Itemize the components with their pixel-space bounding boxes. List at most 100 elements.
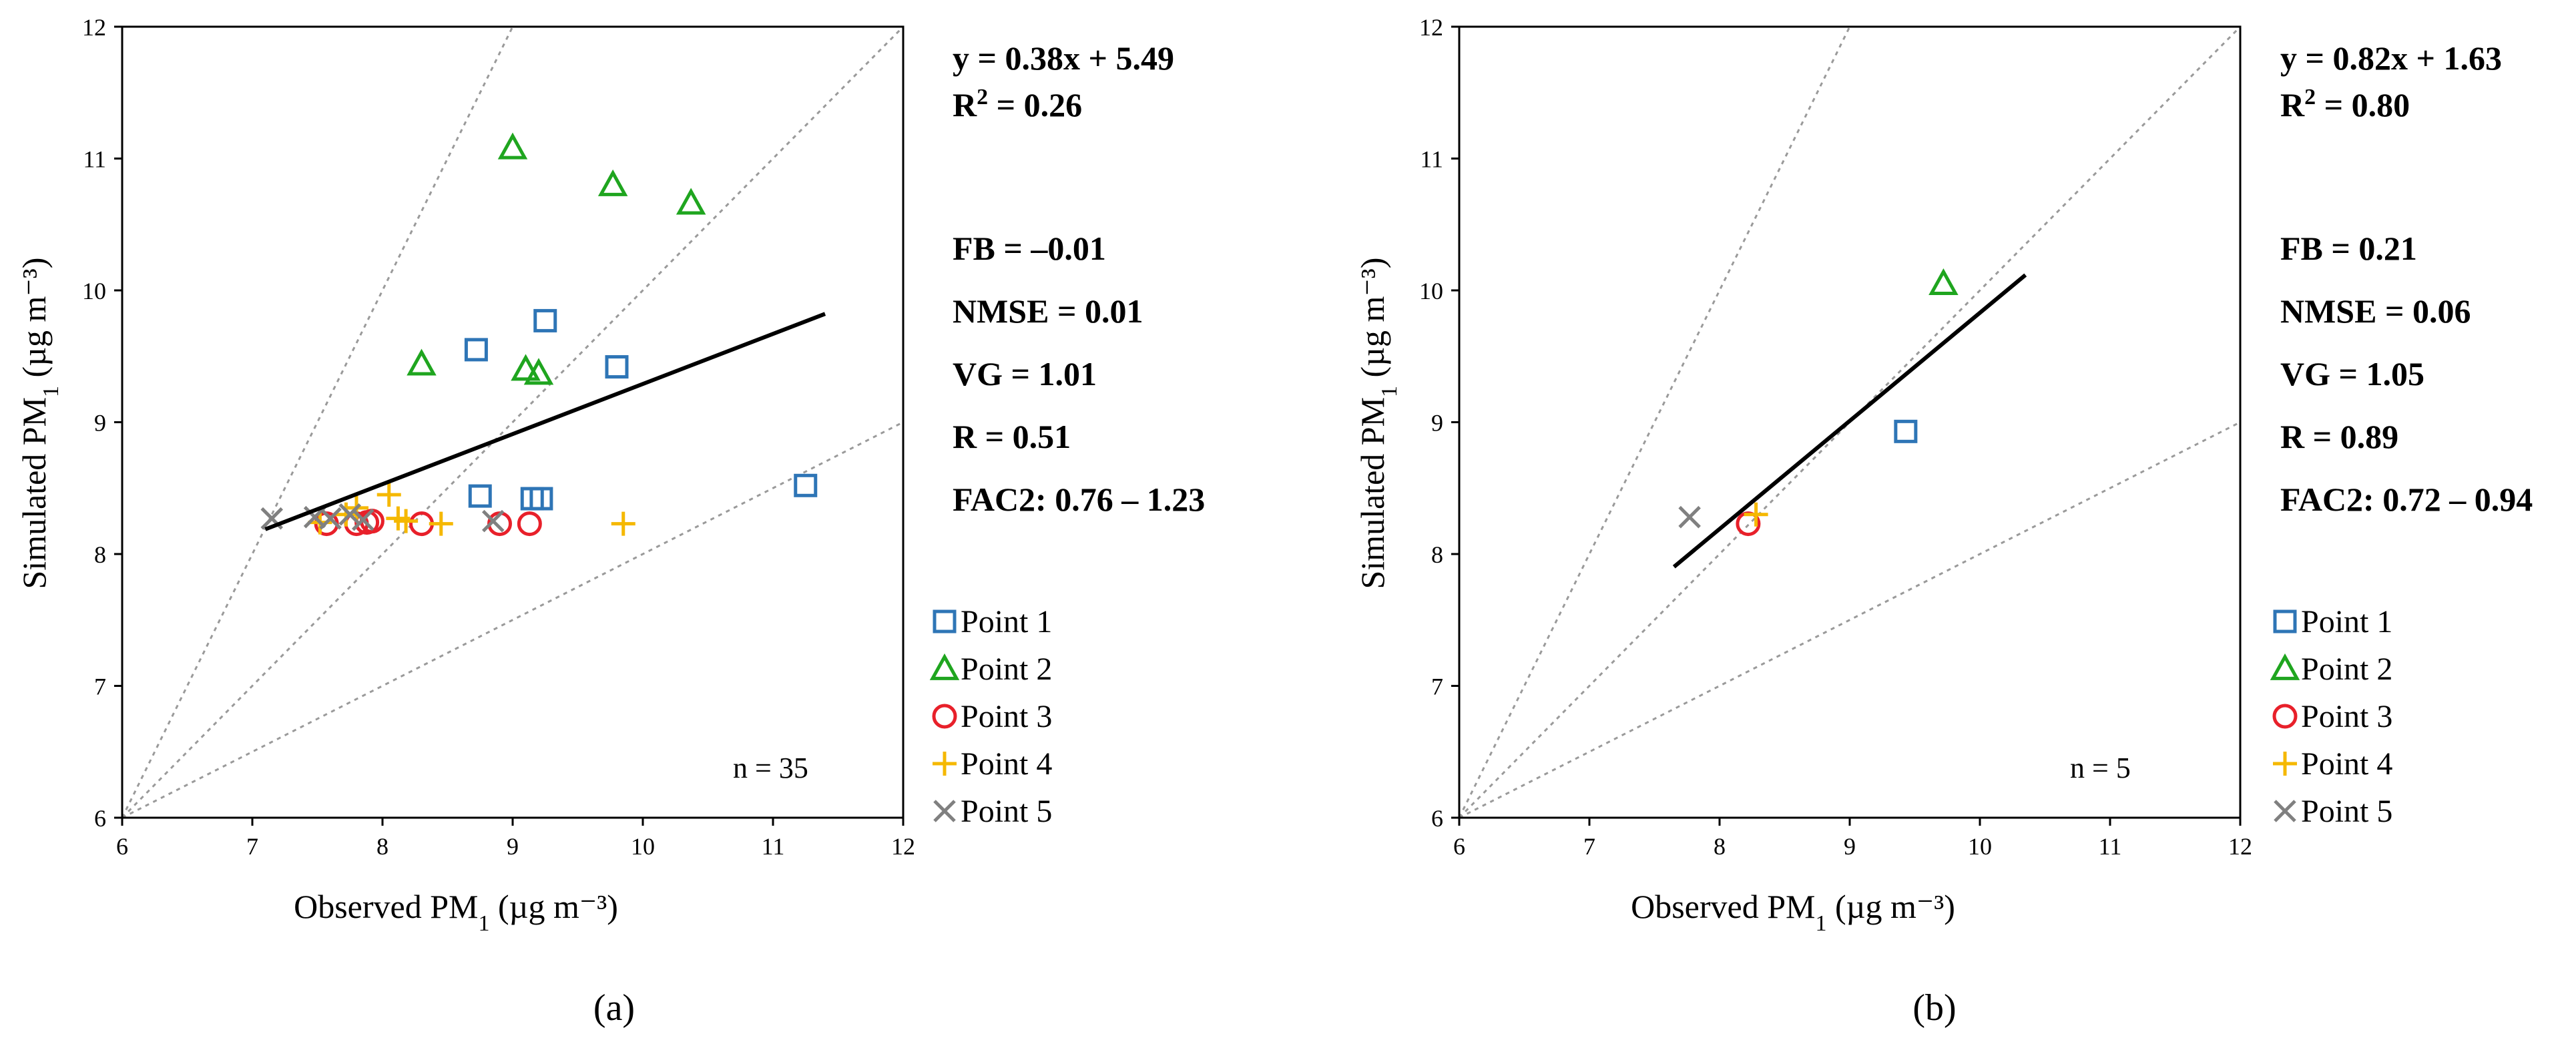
x-axis-label-main: Observed PM [294,888,478,925]
panel-caption: (b) [1912,987,1956,1029]
y-tick-label: 7 [94,674,106,700]
data-point-point-4 [376,483,401,507]
data-point-point-5 [351,508,374,531]
x-axis-label: Observed PM1 (µg m⁻³) [294,888,618,936]
x-tick-label: 7 [246,833,258,860]
x-tick-label: 8 [1714,833,1726,860]
statistic-line: NMSE = 0.06 [2280,292,2471,330]
x-tick-label: 11 [2099,833,2122,860]
legend-label: Point 2 [2301,651,2392,687]
statistic-line: VG = 1.01 [953,355,1097,393]
data-point-point-4 [429,511,453,536]
legend-label: Point 1 [2301,604,2392,639]
statistic-line: FB = 0.21 [2280,230,2417,267]
legend-label: Point 5 [961,794,1052,829]
reference-line-slope-0 [122,27,903,818]
x-axis-label: Observed PM1 (µg m⁻³) [1631,888,1955,936]
legend: Point 1 Point 2 Point 3 Point 4 Point 5 [2270,604,2392,829]
y-tick-label: 9 [94,410,106,437]
y-tick-label: 8 [1431,541,1443,568]
reference-line-slope-2 [122,421,903,818]
x-axis-label-unit: (µg m⁻³) [489,888,617,925]
legend-label: Point 4 [961,746,1052,782]
y-axis-label-unit: (µg m⁻³) [15,258,53,386]
panel-caption: (a) [593,987,635,1029]
reference-lines [122,27,903,818]
data-point-point-2 [676,188,706,215]
data-point-point-5 [481,509,505,533]
data-point-point-2 [497,132,528,160]
data-point-point-1 [533,308,557,332]
data-point-point-1 [529,487,553,511]
legend-marker-4 [2273,752,2297,776]
data-point-point-3 [409,511,434,537]
x-tick-label: 10 [1968,833,1992,860]
legend-label: Point 5 [2301,794,2392,829]
data-point-point-5 [319,507,342,530]
y-tick-label: 10 [82,278,106,304]
legend-marker-3 [2272,704,2298,729]
statistic-line: R = 0.51 [953,418,1071,455]
data-point-point-2 [1928,268,1959,296]
data-point-point-5 [1678,505,1701,529]
legend-label: Point 1 [961,604,1052,639]
legend-marker-5 [2274,800,2296,822]
regression-equation: y = 0.82x + 1.63 [2280,39,2502,77]
data-point-point-4 [1744,502,1768,527]
x-axis-label-sub: 1 [478,911,489,936]
legend-marker-1 [933,609,957,633]
legend-label: Point 2 [961,651,1052,687]
data-point-point-2 [523,358,554,385]
legend: Point 1 Point 2 Point 3 Point 4 Point 5 [929,604,1052,829]
r-squared-value: = 0.26 [988,86,1082,123]
y-tick-label: 12 [82,14,106,41]
x-tick-label: 12 [891,833,915,860]
x-tick-label: 10 [631,833,655,860]
data-point-point-1 [1894,419,1918,443]
y-tick-label: 9 [1431,410,1443,437]
x-tick-label: 12 [2228,833,2252,860]
reference-line-slope-1 [122,27,514,818]
x-axis-label-sub: 1 [1815,911,1826,936]
data-point-point-3 [517,511,542,537]
reference-line-slope-1 [1459,27,1851,818]
r-squared-sup: 2 [977,85,988,109]
legend-marker-1 [2273,609,2297,633]
r-squared: R2 = 0.80 [2280,85,2410,124]
regression-equation: y = 0.38x + 5.49 [953,39,1174,77]
legend-label: Point 4 [2301,746,2392,782]
data-point-point-2 [511,354,541,381]
r-squared-label: R [953,86,977,123]
y-axis-label-sub: 1 [1377,386,1402,397]
statistic-line: R = 0.89 [2280,418,2398,455]
y-axis-label-sub: 1 [39,386,63,397]
legend-marker-2 [929,653,960,680]
regression-line [1672,273,2027,569]
legend-marker-2 [2270,653,2300,680]
data-point-point-1 [468,484,492,508]
y-tick-label: 6 [1431,805,1443,832]
x-tick-label: 7 [1583,833,1595,860]
y-tick-label: 6 [94,805,106,832]
sample-size-label: n = 5 [2070,752,2131,784]
data-point-point-1 [794,473,818,497]
r-squared-value: = 0.80 [2316,86,2410,123]
regression-line [264,312,826,531]
r-squared-label: R [2280,86,2305,123]
y-tick-label: 7 [1431,674,1443,700]
y-axis-label: Simulated PM1 (µg m⁻³) [15,258,63,589]
data-points [1678,268,1959,537]
legend-marker-4 [933,752,957,776]
y-tick-label: 12 [1419,14,1443,41]
data-point-point-4 [394,509,419,533]
r-squared: R2 = 0.26 [953,85,1082,124]
x-tick-label: 6 [1453,833,1465,860]
x-axis-label-main: Observed PM [1631,888,1815,925]
y-tick-label: 10 [1419,278,1443,304]
y-axis-label: Simulated PM1 (µg m⁻³) [1354,258,1402,589]
x-tick-label: 9 [1844,833,1856,860]
legend-label: Point 3 [2301,699,2392,734]
data-point-point-1 [605,355,629,379]
